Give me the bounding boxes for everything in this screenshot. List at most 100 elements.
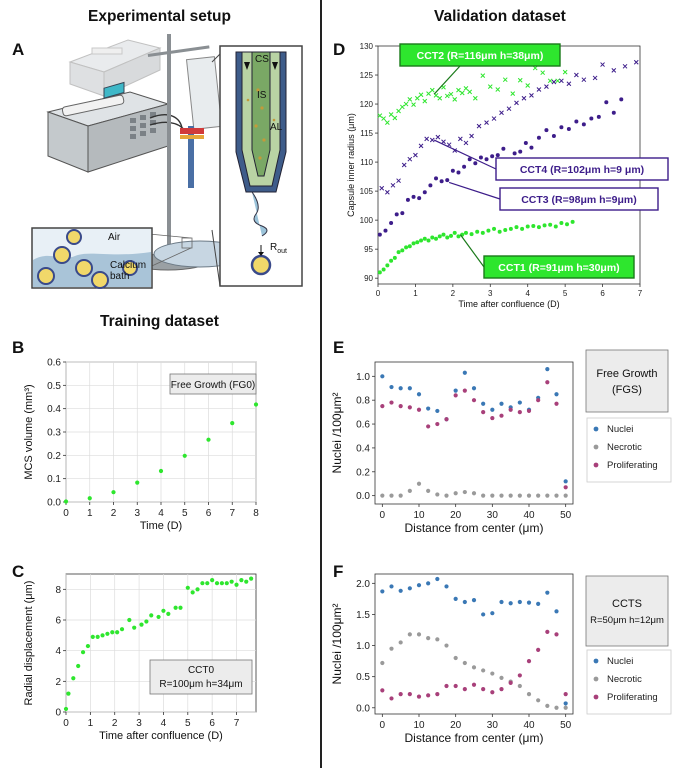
data-point (554, 401, 559, 406)
annotation-line1: CCT0 (188, 665, 215, 676)
x-tick-label: 7 (229, 508, 235, 519)
data-point (559, 78, 564, 84)
syringe-pump-lower (46, 81, 170, 173)
data-point (95, 634, 100, 639)
data-point (536, 601, 541, 606)
data-point (490, 493, 495, 498)
panel-letter-f: F (333, 562, 344, 581)
data-point (545, 590, 550, 595)
x-tick-label: 0 (63, 718, 69, 729)
x-tick-label: 3 (136, 718, 142, 729)
data-point (484, 120, 489, 125)
x-tick-label: 20 (450, 510, 462, 521)
annotation-box (169, 373, 257, 395)
data-point (239, 578, 244, 583)
data-point (389, 400, 394, 405)
legend-box (586, 649, 672, 715)
y-tick-label: 0.0 (356, 703, 370, 714)
data-point (434, 236, 439, 241)
data-point (105, 631, 110, 636)
y-tick-label: 95 (364, 245, 373, 254)
x-axis-label: Time (D) (140, 520, 182, 532)
legend-marker (593, 658, 599, 664)
y-tick-label: 0.0 (356, 491, 370, 502)
data-point (545, 380, 550, 385)
data-point (506, 106, 512, 112)
data-point (398, 404, 403, 409)
callout-label: CCT4 (R=102μm h=9 μm) (520, 164, 644, 176)
data-point (394, 212, 399, 217)
data-point (448, 233, 453, 238)
annotation-line1: CCTS (612, 598, 642, 610)
data-point (471, 491, 477, 496)
data-point (253, 402, 259, 407)
data-point (462, 599, 467, 605)
data-point (182, 453, 187, 458)
data-point (490, 690, 495, 695)
data-point (508, 680, 513, 685)
data-point (377, 270, 382, 275)
data-point (462, 388, 467, 393)
panel-letter-e: E (333, 338, 345, 357)
data-point (389, 696, 394, 701)
callout-label: CCT3 (R=98μm h=9μm) (521, 194, 637, 206)
data-point (413, 152, 418, 158)
data-point (407, 586, 412, 591)
data-point (396, 108, 401, 114)
data-point (508, 601, 513, 606)
y-tick-label: 0.0 (47, 498, 61, 509)
data-point (508, 407, 513, 412)
legend-marker (593, 426, 599, 432)
data-point (481, 493, 486, 498)
data-point (398, 691, 403, 697)
data-point (471, 398, 477, 403)
data-point (407, 156, 413, 162)
data-point (444, 683, 449, 689)
data-point (444, 93, 450, 99)
data-point (476, 123, 482, 129)
data-point (499, 110, 504, 116)
data-point (249, 576, 254, 581)
data-point (563, 493, 568, 498)
annotation-box (585, 349, 669, 413)
data-point (403, 101, 409, 107)
data-point (401, 162, 407, 168)
chart-e: 0 10 20 30 40 50 0.0 0.2 0.4 0.6 0.8 1.0 Distance fr… (330, 349, 672, 535)
data-point (463, 140, 469, 146)
data-point (110, 630, 115, 635)
data-point (540, 70, 546, 76)
data-point (453, 655, 458, 661)
data-point (472, 95, 478, 101)
x-tick-label: 7 (234, 718, 240, 729)
y-tick-label: 0.2 (356, 467, 370, 478)
data-point (200, 581, 205, 586)
data-point (430, 235, 435, 240)
data-point (499, 675, 504, 681)
data-point (547, 78, 553, 84)
data-point (426, 581, 431, 586)
label-is: IS (257, 90, 267, 101)
data-point (563, 485, 568, 490)
data-point (389, 646, 394, 651)
y-tick-label: 0.6 (47, 358, 61, 369)
data-point (622, 63, 628, 69)
data-point (426, 238, 431, 243)
data-point (435, 576, 440, 582)
data-point (512, 151, 517, 156)
y-tick-label: 0.4 (356, 443, 370, 454)
data-point (475, 229, 480, 234)
data-point (453, 491, 458, 496)
data-point (536, 698, 541, 703)
x-axis-label: Distance from center (μm) (405, 521, 544, 535)
data-point (414, 95, 420, 101)
data-point (501, 146, 506, 151)
data-point (499, 687, 504, 692)
legend-label: Nuclei (607, 424, 633, 435)
y-tick-label: 0.2 (47, 451, 61, 462)
data-point (551, 133, 556, 138)
data-point (452, 230, 457, 235)
data-point (536, 398, 541, 403)
data-point (415, 240, 420, 245)
x-tick-label: 8 (253, 508, 259, 519)
data-point (471, 665, 477, 670)
